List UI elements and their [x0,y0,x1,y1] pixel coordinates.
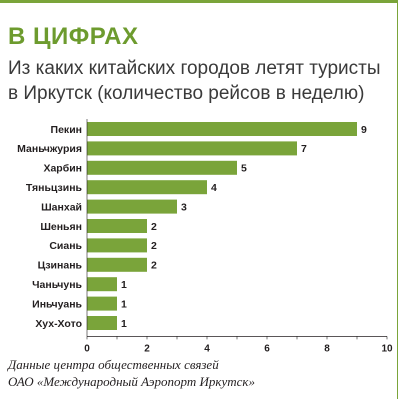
category-label: Иньчуань [32,298,82,310]
x-tick-label: 2 [144,343,150,354]
category-label: Чаньчунь [32,279,82,291]
data-label: 2 [151,240,157,252]
category-label: Сиань [49,240,82,252]
bars-layer: Пекин 9 Маньчжурия 7 Харбин 5 Тяньцзинь 4 Шанхай… [17,122,367,330]
bar [87,141,297,156]
x-tick-label: 8 [324,343,330,354]
source-line-1: Данные центра общественных связей [8,357,219,372]
category-label: Хух-Хото [35,318,82,330]
source-note: Данные центра общественных связей ОАО «М… [8,356,393,390]
source-line-2: ОАО «Международный Аэропорт Иркутск» [8,374,255,389]
data-label: 2 [151,260,157,272]
bar [87,296,117,311]
category-label: Шеньян [40,221,82,233]
category-label: Шанхай [41,201,82,213]
data-label: 2 [151,221,157,233]
data-label: 3 [181,201,187,213]
data-label: 9 [361,124,367,136]
category-label: Цзинань [38,260,83,272]
x-tick-label: 10 [381,343,393,354]
x-tick-label: 6 [264,343,270,354]
category-label: Маньчжурия [17,143,82,155]
x-axis: 0 2 4 6 8 10 [84,119,393,354]
bar [87,316,117,330]
x-tick-label: 0 [84,343,90,354]
x-tick-label: 4 [204,343,210,354]
data-label: 1 [121,279,127,291]
category-label: Тяньцзинь [26,182,83,194]
bar [87,180,207,195]
bar [87,219,147,233]
category-label: Пекин [51,124,82,136]
section-heading: В ЦИФРАХ [8,23,139,50]
category-label: Харбин [43,163,82,175]
bar [87,238,147,253]
data-label: 5 [241,163,247,175]
data-label: 4 [211,182,217,194]
bar [87,277,117,292]
bar [87,160,237,175]
data-label: 7 [301,143,307,155]
bar [87,122,357,136]
data-label: 1 [121,298,127,310]
chart-title: Из каких китайских городов летят туристы… [8,58,381,104]
data-label: 1 [121,318,127,330]
bar [87,199,177,214]
bar-chart: Пекин 9 Маньчжурия 7 Харбин 5 Тяньцзинь 4 Шанхай… [17,119,393,354]
bar [87,257,147,272]
